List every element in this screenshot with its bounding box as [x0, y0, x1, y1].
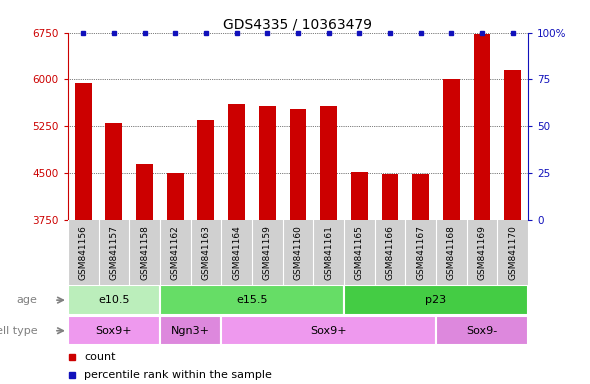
- Title: GDS4335 / 10363479: GDS4335 / 10363479: [224, 18, 372, 31]
- Bar: [351, 172, 368, 220]
- Text: GSM841160: GSM841160: [293, 225, 303, 280]
- Bar: [221, 316, 436, 346]
- Text: Sox9+: Sox9+: [96, 326, 132, 336]
- Text: count: count: [84, 352, 116, 362]
- Text: cell type: cell type: [0, 326, 37, 336]
- Text: GSM841164: GSM841164: [232, 225, 241, 280]
- Bar: [68, 285, 160, 315]
- Bar: [382, 174, 398, 220]
- Bar: [412, 174, 429, 220]
- Bar: [436, 316, 528, 346]
- Text: e15.5: e15.5: [236, 295, 268, 305]
- Text: GSM841165: GSM841165: [355, 225, 364, 280]
- Bar: [198, 120, 214, 220]
- Text: GSM841170: GSM841170: [508, 225, 517, 280]
- Text: Ngn3+: Ngn3+: [171, 326, 210, 336]
- Text: percentile rank within the sample: percentile rank within the sample: [84, 370, 272, 380]
- Text: GSM841161: GSM841161: [324, 225, 333, 280]
- Text: p23: p23: [425, 295, 447, 305]
- Text: GSM841157: GSM841157: [109, 225, 119, 280]
- Bar: [504, 70, 521, 220]
- Text: age: age: [17, 295, 37, 305]
- Bar: [106, 123, 122, 220]
- Text: GSM841166: GSM841166: [385, 225, 395, 280]
- Bar: [167, 173, 183, 220]
- Bar: [160, 316, 221, 346]
- Text: GSM841163: GSM841163: [201, 225, 211, 280]
- Text: GSM841167: GSM841167: [416, 225, 425, 280]
- Bar: [68, 316, 160, 346]
- Text: GSM841168: GSM841168: [447, 225, 456, 280]
- Bar: [344, 285, 528, 315]
- Bar: [228, 104, 245, 220]
- Text: e10.5: e10.5: [98, 295, 130, 305]
- Text: GSM841158: GSM841158: [140, 225, 149, 280]
- Bar: [320, 106, 337, 220]
- Bar: [136, 164, 153, 220]
- Text: GSM841162: GSM841162: [171, 225, 180, 280]
- Text: GSM841156: GSM841156: [78, 225, 88, 280]
- Text: Sox9+: Sox9+: [310, 326, 347, 336]
- Bar: [259, 106, 276, 220]
- Text: GSM841159: GSM841159: [263, 225, 272, 280]
- Text: Sox9-: Sox9-: [467, 326, 497, 336]
- Bar: [75, 83, 91, 220]
- Text: GSM841169: GSM841169: [477, 225, 487, 280]
- Bar: [443, 79, 460, 220]
- Bar: [290, 109, 306, 220]
- Bar: [474, 34, 490, 220]
- Bar: [160, 285, 344, 315]
